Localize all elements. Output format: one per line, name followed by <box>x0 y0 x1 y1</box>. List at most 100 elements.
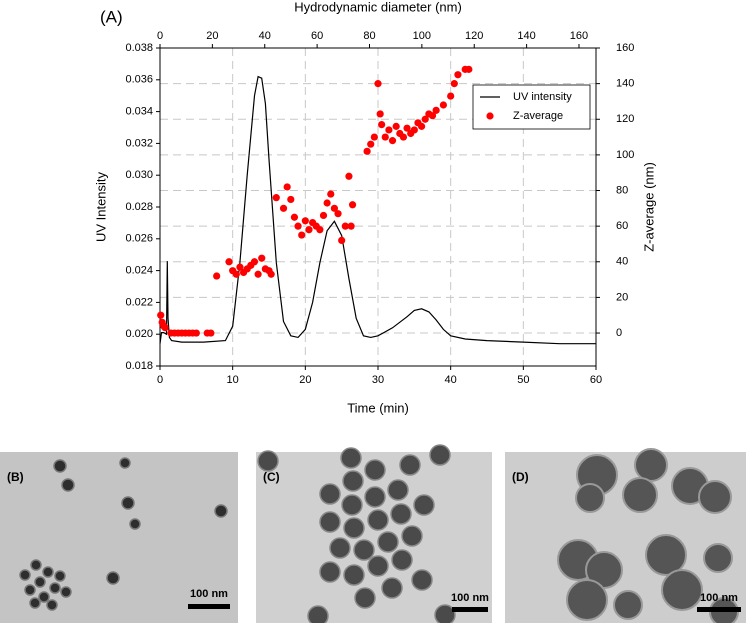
point <box>327 190 335 198</box>
x-tick-label: 30 <box>372 374 384 386</box>
legend-label: Z-average <box>513 110 563 122</box>
point <box>378 121 386 129</box>
x2-axis-label: Hydrodynamic diameter (nm) <box>294 0 462 14</box>
image-label: (B) <box>7 470 24 484</box>
image-label: (C) <box>263 470 280 484</box>
point <box>392 122 400 130</box>
x2-tick-label: 160 <box>570 30 588 42</box>
x-axis-label: Time (min) <box>347 400 409 415</box>
point <box>381 133 389 141</box>
point <box>225 258 233 266</box>
x-tick-label: 60 <box>590 374 602 386</box>
x2-tick-label: 140 <box>517 30 535 42</box>
image-b: (B) 100 nm <box>0 452 238 623</box>
y2-tick-label: 20 <box>616 291 628 303</box>
point <box>388 137 397 145</box>
y2-tick-label: 60 <box>616 220 628 232</box>
x-tick-label: 50 <box>517 374 529 386</box>
panel-label: (A) <box>100 7 123 26</box>
point <box>272 194 280 202</box>
point <box>338 236 346 245</box>
x-tick-label: 0 <box>157 374 163 386</box>
point <box>323 199 331 207</box>
point <box>192 329 200 337</box>
point <box>385 126 393 134</box>
point <box>279 204 288 212</box>
y2-tick-label: 140 <box>616 78 634 90</box>
y-tick-label: 0.022 <box>125 296 153 308</box>
point <box>450 80 458 88</box>
y-tick-label: 0.020 <box>125 328 153 340</box>
x2-tick-label: 40 <box>259 30 271 42</box>
point <box>298 231 306 239</box>
point <box>283 183 291 191</box>
y-tick-label: 0.036 <box>125 74 153 86</box>
point <box>305 226 313 234</box>
point <box>421 115 429 123</box>
point <box>367 140 375 148</box>
x-tick-label: 20 <box>299 374 311 386</box>
point <box>347 222 355 230</box>
legend-swatch <box>486 112 494 120</box>
point <box>465 65 473 73</box>
point <box>363 147 371 155</box>
scale-bar-label: 100 nm <box>190 588 228 600</box>
image-d: (D) 100 nm <box>505 448 746 623</box>
y2-tick-label: 120 <box>616 113 634 125</box>
point <box>254 270 262 278</box>
point <box>374 80 382 88</box>
point <box>370 133 378 141</box>
x-tick-label: 10 <box>227 374 239 386</box>
point <box>432 106 440 114</box>
point <box>428 112 437 120</box>
image-label: (D) <box>512 470 529 484</box>
point <box>334 210 342 218</box>
x2-tick-label: 100 <box>413 30 431 42</box>
point <box>319 211 328 220</box>
point <box>376 110 384 118</box>
y-tick-label: 0.024 <box>125 265 153 277</box>
scale-bar-label: 100 nm <box>451 592 489 604</box>
point <box>267 270 275 278</box>
point <box>236 263 244 271</box>
y-tick-label: 0.018 <box>125 360 153 372</box>
point <box>454 71 462 79</box>
point <box>250 258 259 266</box>
point <box>439 101 447 109</box>
point <box>161 324 169 332</box>
y-axis-label: UV Intensity <box>93 171 108 242</box>
point <box>330 204 338 212</box>
point <box>447 92 455 100</box>
point <box>345 172 353 180</box>
point <box>341 222 349 230</box>
image-c: (C) 100 nm <box>256 444 492 623</box>
legend-label: UV intensity <box>513 91 572 103</box>
x2-tick-label: 0 <box>157 30 163 42</box>
y-tick-label: 0.028 <box>125 201 153 213</box>
y2-tick-label: 0 <box>616 327 622 339</box>
point <box>290 213 299 221</box>
y-tick-label: 0.032 <box>125 137 153 149</box>
point <box>410 126 418 134</box>
x2-tick-label: 20 <box>206 30 218 42</box>
y-tick-label: 0.038 <box>125 42 153 54</box>
point <box>316 226 324 234</box>
point <box>207 329 215 337</box>
y2-axis-label: Z-average (nm) <box>641 162 656 252</box>
y2-tick-label: 40 <box>616 256 628 268</box>
point <box>403 124 411 132</box>
point <box>232 270 240 278</box>
x2-tick-label: 80 <box>363 30 375 42</box>
x2-tick-label: 60 <box>311 30 323 42</box>
point <box>301 217 309 225</box>
line <box>159 75 596 345</box>
y-tick-label: 0.034 <box>125 106 153 118</box>
point <box>399 133 408 141</box>
point <box>213 272 221 280</box>
point <box>294 222 302 230</box>
legend-box <box>472 84 591 130</box>
x-tick-label: 40 <box>445 374 457 386</box>
y2-tick-label: 160 <box>616 42 634 54</box>
y2-tick-label: 80 <box>616 184 628 196</box>
